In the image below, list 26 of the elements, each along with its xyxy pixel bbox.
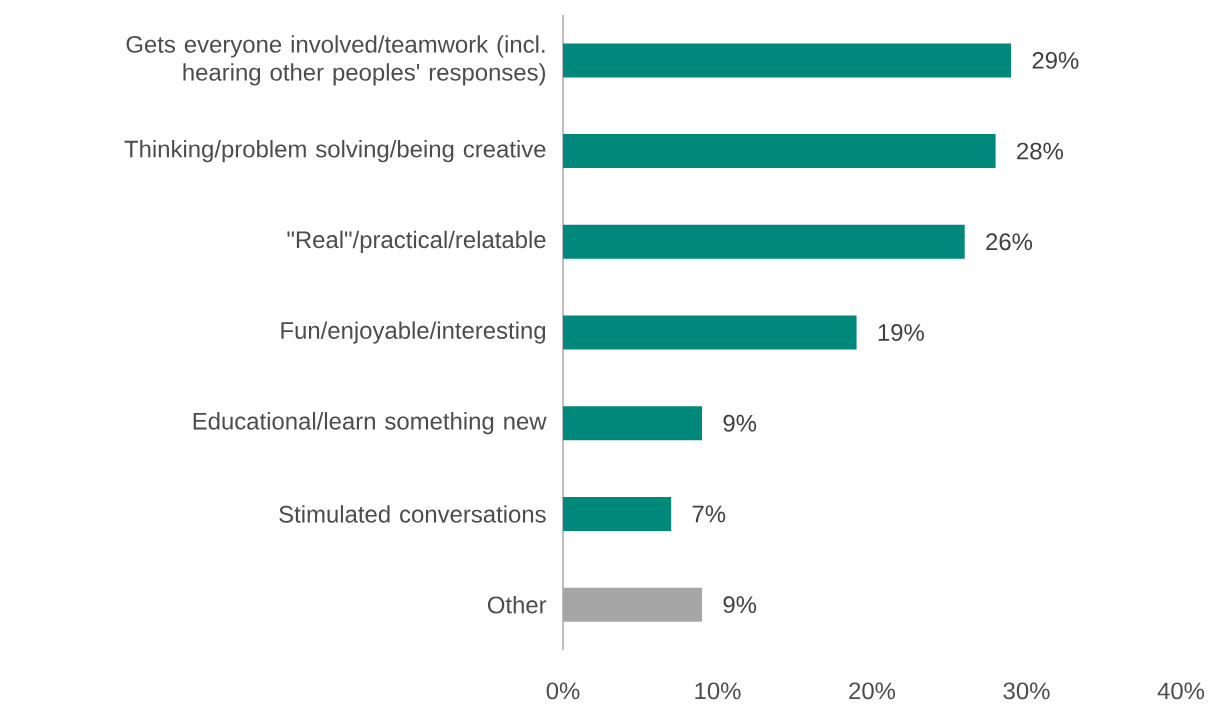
x-tick-label: 10% (695, 682, 741, 700)
data-label: 9% (723, 414, 757, 432)
y-tick-label: Other (487, 595, 547, 614)
y-tick-label: Thinking/problem solving/being creative (124, 139, 546, 163)
bar (563, 496, 672, 531)
y-tick-label: Stimulated conversations (279, 505, 546, 523)
x-tick-label: 40% (1157, 682, 1205, 700)
x-tick-label: 0% (546, 682, 580, 700)
bar (563, 406, 703, 441)
x-tick-label: 30% (1003, 682, 1050, 700)
data-label: 29% (1032, 51, 1079, 69)
y-tick-label: Fun/enjoyable/interesting (281, 321, 546, 344)
y-tick-label: "Real"/practical/relatable (287, 230, 546, 253)
bar (563, 315, 857, 350)
x-tick-label: 20% (849, 682, 896, 700)
data-label: 9% (723, 596, 757, 614)
y-tick-label: Gets everyone involved/teamwork (incl. hearing other peoples' responses) (126, 35, 546, 86)
data-label: 26% (986, 233, 1033, 251)
data-label: 28% (1017, 142, 1063, 160)
y-tick-label: Educational/learn something new (193, 412, 547, 435)
bar (563, 587, 703, 622)
data-label: 7% (692, 505, 726, 523)
bar (563, 134, 996, 169)
data-label: 19% (878, 324, 924, 341)
bar (563, 43, 1012, 78)
bar (563, 224, 965, 259)
